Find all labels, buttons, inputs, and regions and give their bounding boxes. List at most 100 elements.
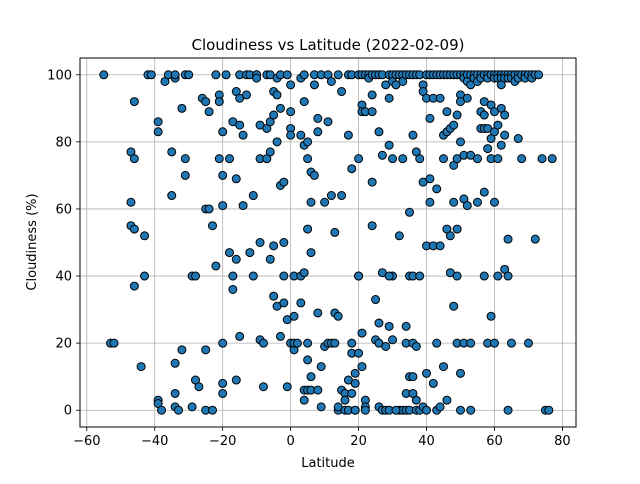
data-point xyxy=(367,90,377,100)
data-point xyxy=(500,130,510,140)
data-point xyxy=(313,113,323,123)
data-point xyxy=(530,234,540,244)
data-point xyxy=(422,368,432,378)
data-point xyxy=(303,355,313,365)
data-point xyxy=(296,130,306,140)
data-point xyxy=(472,197,482,207)
data-point xyxy=(218,338,228,348)
data-point xyxy=(479,271,489,281)
data-point xyxy=(425,174,435,184)
data-point xyxy=(337,87,347,97)
data-point xyxy=(452,271,462,281)
data-point xyxy=(388,335,398,345)
data-point xyxy=(503,271,513,281)
data-point xyxy=(462,93,472,103)
data-point xyxy=(374,127,384,137)
data-point xyxy=(503,234,513,244)
x-tick-label: 20 xyxy=(350,434,367,449)
data-point xyxy=(241,90,251,100)
data-point xyxy=(157,405,167,415)
data-point xyxy=(153,127,163,137)
scatter-points xyxy=(99,70,557,415)
data-point xyxy=(384,321,394,331)
x-tick-label: −40 xyxy=(141,434,168,449)
data-point xyxy=(269,110,279,120)
data-point xyxy=(238,130,248,140)
data-point xyxy=(248,191,258,201)
data-point xyxy=(439,154,449,164)
data-point xyxy=(306,248,316,258)
data-point xyxy=(170,358,180,368)
data-point xyxy=(292,338,302,348)
data-point xyxy=(306,197,316,207)
data-point xyxy=(180,154,190,164)
data-point xyxy=(405,207,415,217)
data-point xyxy=(435,402,445,412)
data-point xyxy=(221,70,231,80)
data-point xyxy=(303,154,313,164)
data-point xyxy=(309,80,319,90)
data-point xyxy=(167,147,177,157)
data-point xyxy=(174,405,184,415)
data-point xyxy=(537,154,547,164)
data-point xyxy=(455,368,465,378)
data-point xyxy=(415,271,425,281)
x-tick-label: 0 xyxy=(286,434,294,449)
data-point xyxy=(187,402,197,412)
data-point xyxy=(398,154,408,164)
data-point xyxy=(493,271,503,281)
data-point xyxy=(428,378,438,388)
data-point xyxy=(357,328,367,338)
x-axis-label: Latitude xyxy=(301,456,355,471)
data-point xyxy=(462,201,472,211)
data-point xyxy=(316,402,326,412)
data-point xyxy=(235,331,245,341)
data-point xyxy=(493,154,503,164)
data-point xyxy=(258,338,268,348)
data-point xyxy=(547,154,557,164)
data-point xyxy=(140,231,150,241)
data-point xyxy=(279,271,289,281)
data-point xyxy=(432,338,442,348)
data-point xyxy=(248,271,258,281)
data-point xyxy=(201,345,211,355)
y-axis-label: Cloudiness (%) xyxy=(25,193,40,290)
data-point xyxy=(299,97,309,107)
data-point xyxy=(384,140,394,150)
data-point xyxy=(269,291,279,301)
data-point xyxy=(449,197,459,207)
data-point xyxy=(357,362,367,372)
data-point xyxy=(452,110,462,120)
data-point xyxy=(184,70,194,80)
data-point xyxy=(466,338,476,348)
data-point xyxy=(313,127,323,137)
data-point xyxy=(177,103,187,113)
x-tick-label: −60 xyxy=(73,434,100,449)
data-point xyxy=(415,154,425,164)
data-point xyxy=(408,388,418,398)
data-point xyxy=(449,301,459,311)
data-point xyxy=(333,70,343,80)
data-point xyxy=(489,338,499,348)
data-point xyxy=(211,261,221,271)
data-point xyxy=(211,70,221,80)
data-point xyxy=(350,405,360,415)
data-point xyxy=(354,154,364,164)
data-point xyxy=(316,362,326,372)
data-point xyxy=(191,271,201,281)
data-point xyxy=(194,382,204,392)
data-point xyxy=(442,395,452,405)
data-point xyxy=(371,295,381,305)
data-point xyxy=(282,382,292,392)
data-point xyxy=(279,298,289,308)
data-point xyxy=(299,70,309,80)
data-point xyxy=(388,154,398,164)
data-point xyxy=(224,248,234,258)
data-point xyxy=(367,221,377,231)
data-point xyxy=(544,405,554,415)
data-point xyxy=(401,321,411,331)
data-point xyxy=(347,388,357,398)
data-point xyxy=(326,76,336,86)
data-point xyxy=(343,130,353,140)
